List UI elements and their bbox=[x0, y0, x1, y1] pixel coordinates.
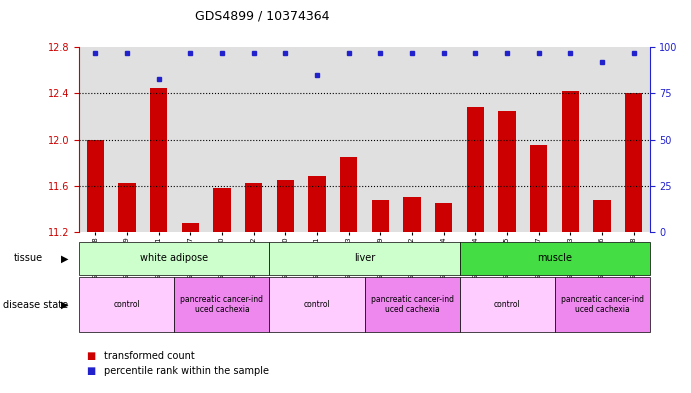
Bar bbox=[86, 140, 104, 232]
Bar bbox=[460, 242, 650, 275]
Bar bbox=[276, 180, 294, 232]
Bar bbox=[174, 47, 206, 232]
Bar bbox=[206, 47, 238, 232]
Bar bbox=[111, 47, 143, 232]
Text: muscle: muscle bbox=[537, 253, 572, 263]
Bar bbox=[594, 200, 611, 232]
Text: control: control bbox=[113, 300, 140, 309]
Bar bbox=[618, 47, 650, 232]
Text: tissue: tissue bbox=[14, 253, 43, 263]
Bar bbox=[625, 93, 643, 232]
Bar bbox=[466, 107, 484, 232]
Bar bbox=[372, 200, 389, 232]
Bar bbox=[79, 277, 174, 332]
Bar bbox=[586, 47, 618, 232]
Text: pancreatic cancer-ind
uced cachexia: pancreatic cancer-ind uced cachexia bbox=[560, 295, 643, 314]
Bar bbox=[118, 184, 135, 232]
Bar bbox=[491, 47, 523, 232]
Bar bbox=[523, 47, 554, 232]
Bar bbox=[364, 277, 460, 332]
Text: percentile rank within the sample: percentile rank within the sample bbox=[104, 366, 269, 376]
Text: ▶: ▶ bbox=[61, 299, 68, 310]
Bar bbox=[460, 47, 491, 232]
Bar bbox=[435, 203, 453, 232]
Bar bbox=[214, 188, 231, 232]
Bar bbox=[143, 47, 174, 232]
Text: ■: ■ bbox=[86, 351, 95, 361]
Text: ▶: ▶ bbox=[61, 253, 68, 263]
Bar bbox=[498, 111, 515, 232]
Text: control: control bbox=[493, 300, 520, 309]
Bar bbox=[301, 47, 333, 232]
Bar bbox=[79, 47, 111, 232]
Bar bbox=[340, 157, 357, 232]
Bar bbox=[428, 47, 460, 232]
Bar bbox=[245, 184, 263, 232]
Bar bbox=[269, 242, 460, 275]
Text: liver: liver bbox=[354, 253, 375, 263]
Bar bbox=[182, 222, 199, 232]
Text: disease state: disease state bbox=[3, 299, 68, 310]
Bar bbox=[269, 277, 365, 332]
Text: transformed count: transformed count bbox=[104, 351, 194, 361]
Bar bbox=[554, 277, 650, 332]
Text: control: control bbox=[303, 300, 330, 309]
Text: GDS4899 / 10374364: GDS4899 / 10374364 bbox=[196, 10, 330, 23]
Bar bbox=[364, 47, 396, 232]
Bar bbox=[404, 197, 421, 232]
Bar bbox=[333, 47, 364, 232]
Bar bbox=[396, 47, 428, 232]
Bar bbox=[554, 47, 586, 232]
Bar bbox=[79, 242, 269, 275]
Bar bbox=[308, 176, 325, 232]
Bar bbox=[530, 145, 547, 232]
Bar bbox=[150, 88, 167, 232]
Text: pancreatic cancer-ind
uced cachexia: pancreatic cancer-ind uced cachexia bbox=[180, 295, 263, 314]
Text: pancreatic cancer-ind
uced cachexia: pancreatic cancer-ind uced cachexia bbox=[370, 295, 453, 314]
Text: white adipose: white adipose bbox=[140, 253, 209, 263]
Text: ■: ■ bbox=[86, 366, 95, 376]
Bar bbox=[174, 277, 269, 332]
Bar bbox=[460, 277, 554, 332]
Bar bbox=[562, 91, 579, 232]
Bar bbox=[269, 47, 301, 232]
Bar bbox=[238, 47, 269, 232]
